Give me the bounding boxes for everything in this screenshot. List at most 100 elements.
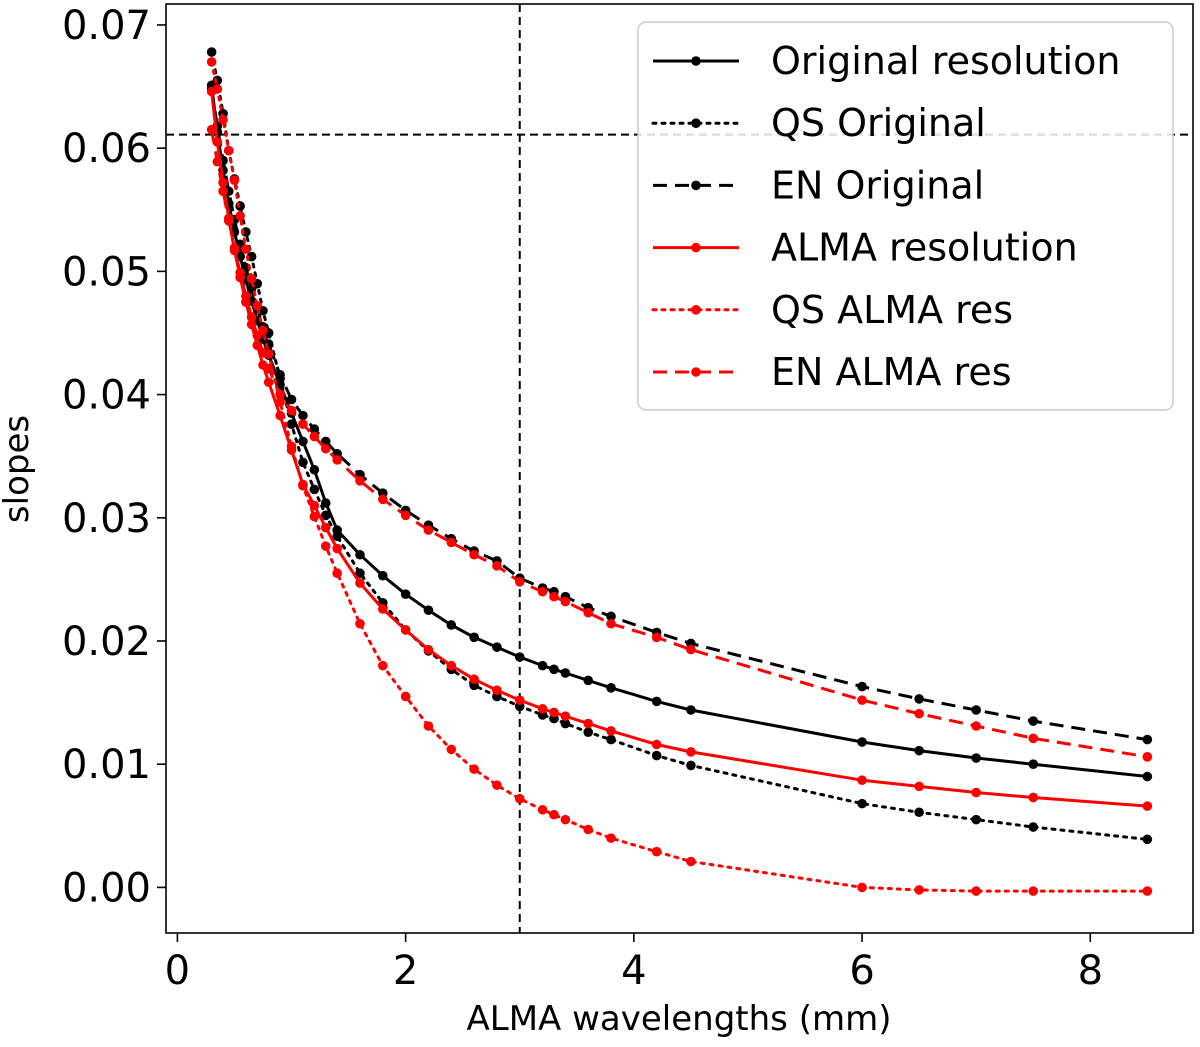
data-point [549,664,559,675]
data-point [378,604,388,614]
data-point [469,549,479,560]
data-point [857,798,867,809]
data-point [446,744,457,755]
data-point [971,753,981,763]
data-point [651,632,662,643]
data-point [606,618,616,629]
data-point [1028,759,1039,770]
data-point [1028,792,1039,803]
data-point [686,760,696,771]
data-point [320,541,331,551]
y-axis-label: slopes [0,415,37,523]
data-point [469,632,479,643]
data-point [355,578,365,588]
data-point [492,780,502,790]
x-tick-label: 0 [165,948,190,994]
data-point [651,750,662,761]
legend-entry-qs-original: QS Original [651,101,986,145]
x-tick-label: 2 [393,948,418,994]
data-point [971,886,981,896]
data-point [206,47,217,57]
data-point [309,500,320,511]
legend-label: Original resolution [771,39,1120,83]
data-point [298,480,308,491]
data-point [537,586,548,597]
x-axis: 0 2 4 6 8 [165,933,1103,994]
y-tick-label: 0.00 [62,865,151,911]
data-point [446,620,457,630]
data-point [223,145,234,156]
data-point [1028,822,1039,832]
data-point [1028,886,1039,896]
legend-swatch-marker [691,367,701,377]
data-point [286,405,297,416]
data-point [263,377,274,388]
data-point [1142,734,1153,745]
data-point [298,457,308,468]
data-point [320,522,331,533]
data-point [275,389,285,400]
data-point [275,410,285,421]
legend-swatch-marker [691,305,701,315]
x-tick-label: 6 [849,948,874,994]
legend-label: EN Original [771,163,984,207]
data-point [686,747,696,757]
data-point [332,543,342,554]
data-point [914,745,924,756]
data-point [469,674,479,684]
data-point [1142,801,1153,811]
legend-entry-alma-resolution: ALMA resolution [653,226,1078,270]
data-point [332,455,342,465]
legend-entries: Original resolution QS Original EN Origina… [651,39,1120,394]
data-point [298,419,308,429]
data-point [252,301,263,311]
data-point [549,707,559,718]
data-point [514,652,525,662]
data-point [583,727,594,737]
data-point [537,804,548,815]
data-point [857,695,867,705]
y-tick-label: 0.04 [62,373,151,419]
data-point [583,824,594,835]
legend-swatch-marker [691,180,701,191]
y-tick-label: 0.01 [62,742,151,788]
data-point [423,525,434,535]
data-point [309,431,320,442]
data-point [549,809,559,820]
data-point [914,885,924,895]
data-point [971,705,981,715]
data-point [212,156,223,167]
data-point [229,175,240,185]
plot-area [166,4,1193,933]
data-point [606,833,616,843]
legend: Original resolution QS Original EN Origina… [637,21,1174,411]
legend-label: QS Original [771,101,986,145]
data-point [286,419,297,429]
data-point [583,675,594,686]
data-point [355,618,365,629]
data-point [857,681,867,692]
data-point [378,570,388,581]
data-point [218,186,228,197]
legend-swatch-marker [691,56,701,66]
data-point [1142,886,1153,896]
data-point [857,882,867,893]
legend-label: EN ALMA res [771,350,1012,394]
y-tick-label: 0.02 [62,619,151,665]
data-point [355,476,365,486]
data-point [537,703,548,714]
data-point [320,436,331,447]
data-point [686,644,696,655]
data-point [971,787,981,798]
data-point [560,814,571,825]
data-point [320,498,331,508]
data-point [446,660,457,671]
data-point [560,718,571,729]
data-point [275,370,285,380]
data-point [378,660,388,671]
data-point [560,711,571,721]
axes-frame [165,3,1194,934]
legend-box [637,21,1174,411]
x-axis-label: ALMA wavelengths (mm) [467,999,892,1039]
